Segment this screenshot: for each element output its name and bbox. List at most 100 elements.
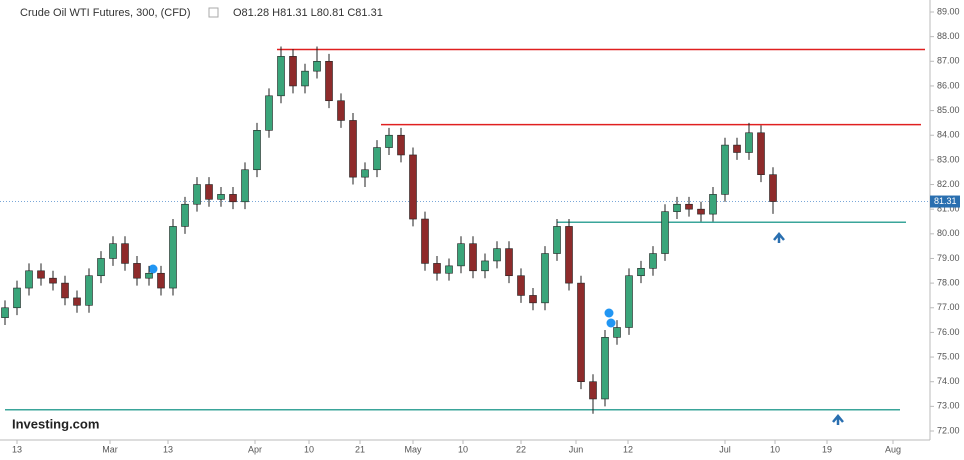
candle-body — [265, 95, 273, 131]
candle-body — [25, 270, 33, 289]
candle-body — [745, 132, 753, 153]
y-tick-label: 82.00 — [937, 179, 960, 189]
candle-body — [601, 337, 609, 400]
candle-body — [673, 203, 681, 212]
candle-body — [169, 226, 177, 289]
x-tick-label: 21 — [355, 444, 365, 454]
y-tick-label: 81.00 — [937, 204, 960, 214]
y-tick-label: 85.00 — [937, 105, 960, 115]
candle-body — [61, 282, 69, 299]
x-tick-label: 10 — [304, 444, 314, 454]
y-tick-label: 78.00 — [937, 277, 960, 287]
candle-body — [517, 275, 525, 296]
candle-body — [349, 120, 357, 178]
candle-body — [445, 265, 453, 274]
candle-body — [337, 100, 345, 121]
y-tick-label: 80.00 — [937, 228, 960, 238]
candle-body — [385, 134, 393, 148]
candle-body — [73, 297, 81, 306]
x-tick-label: 13 — [12, 444, 22, 454]
candle-body — [361, 169, 369, 178]
candle-body — [553, 226, 561, 254]
candle-body — [421, 218, 429, 264]
candle-body — [181, 203, 189, 227]
candle-body — [193, 184, 201, 205]
y-tick-label: 86.00 — [937, 80, 960, 90]
price-tag — [930, 195, 960, 208]
candle-body — [217, 194, 225, 200]
x-tick-label: May — [404, 444, 422, 454]
markers — [148, 232, 844, 425]
logo: Investing.com — [12, 416, 99, 431]
candle-body — [109, 243, 117, 259]
event-marker[interactable] — [604, 308, 614, 318]
candle-body — [85, 275, 93, 306]
candle-body — [409, 154, 417, 220]
x-tick-label: Jun — [569, 444, 584, 454]
candle-body — [277, 56, 285, 97]
candle-body — [529, 295, 537, 304]
candle-body — [577, 282, 585, 383]
candle-body — [697, 208, 705, 215]
candle-body — [325, 60, 333, 102]
y-tick-label: 75.00 — [937, 351, 960, 361]
candle-body — [97, 258, 105, 277]
candle-body — [13, 287, 21, 309]
x-tick-label: 22 — [516, 444, 526, 454]
candle-body — [313, 60, 321, 72]
price-tag-label: 81.31 — [934, 196, 957, 206]
event-marker[interactable] — [148, 264, 158, 274]
candle-body — [493, 248, 501, 262]
x-tick-label: Apr — [248, 444, 262, 454]
candle-body — [481, 260, 489, 272]
candle-body — [661, 211, 669, 254]
y-tick-label: 77.00 — [937, 302, 960, 312]
candle-body — [289, 56, 297, 87]
candle-body — [37, 270, 45, 279]
event-marker[interactable] — [606, 318, 616, 328]
candle-body — [709, 194, 717, 215]
y-tick-label: 79.00 — [937, 253, 960, 263]
candle-body — [733, 144, 741, 153]
y-tick-label: 74.00 — [937, 376, 960, 386]
x-tick-label: Jul — [719, 444, 731, 454]
candle-body — [145, 272, 153, 279]
x-tick-label: Mar — [102, 444, 118, 454]
candle-body — [49, 277, 57, 284]
candle-body — [721, 144, 729, 195]
x-tick-label: 12 — [623, 444, 633, 454]
candle-body — [613, 327, 621, 338]
y-tick-label: 76.00 — [937, 327, 960, 337]
chart-title: Crude Oil WTI Futures, 300, (CFD) — [20, 7, 191, 19]
settings-icon[interactable] — [208, 7, 219, 18]
x-tick-label: Aug — [885, 444, 901, 454]
x-tick-label: 10 — [458, 444, 468, 454]
candle-body — [433, 263, 441, 274]
y-tick-label: 72.00 — [937, 425, 960, 435]
candle-body — [685, 203, 693, 210]
ohlc-legend: O81.28 H81.31 L80.81 C81.31 — [233, 7, 383, 19]
candle-body — [757, 132, 765, 175]
candle-body — [625, 275, 633, 328]
y-tick-label: 88.00 — [937, 31, 960, 41]
candle-body — [157, 272, 165, 289]
arrow-up — [773, 232, 785, 243]
y-tick-label: 87.00 — [937, 56, 960, 66]
candle-body — [253, 130, 261, 171]
candle-body — [301, 70, 309, 87]
candle-body — [541, 253, 549, 304]
candle-body — [637, 268, 645, 277]
y-tick-label: 83.00 — [937, 154, 960, 164]
candle-body — [505, 248, 513, 277]
candle-body — [133, 263, 141, 279]
candle-body — [121, 243, 129, 264]
y-tick-label: 73.00 — [937, 401, 960, 411]
x-tick-label: 19 — [822, 444, 832, 454]
candle-body — [589, 381, 597, 400]
candle-body — [1, 307, 9, 318]
candle-body — [397, 134, 405, 156]
y-tick-label: 89.00 — [937, 6, 960, 16]
candle-body — [229, 194, 237, 203]
